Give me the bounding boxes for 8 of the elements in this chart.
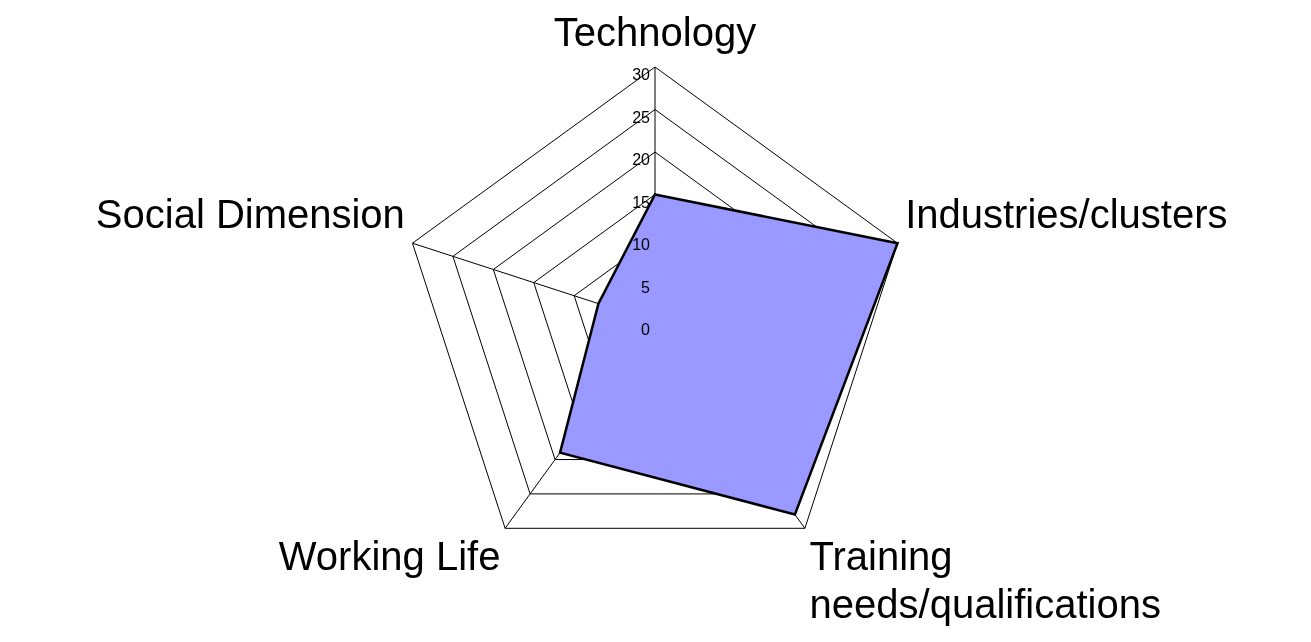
spoke-label: Working Life xyxy=(278,533,501,578)
spoke-label: Technology xyxy=(553,10,757,55)
y-tick-label: 0 xyxy=(641,321,651,339)
spoke-label: Social Dimension xyxy=(95,191,405,236)
spoke-label: Training needs/qualifications xyxy=(809,533,1161,626)
y-tick-label: 5 xyxy=(641,278,651,296)
spoke-label: Industries/clusters xyxy=(905,191,1228,236)
y-tick-label: 10 xyxy=(632,236,651,254)
